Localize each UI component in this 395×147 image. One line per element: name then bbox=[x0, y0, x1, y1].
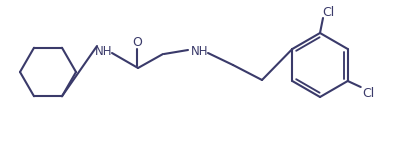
Text: Cl: Cl bbox=[363, 86, 375, 100]
Text: O: O bbox=[132, 35, 142, 49]
Text: NH: NH bbox=[191, 45, 209, 57]
Text: Cl: Cl bbox=[322, 5, 334, 19]
Text: NH: NH bbox=[95, 45, 113, 57]
